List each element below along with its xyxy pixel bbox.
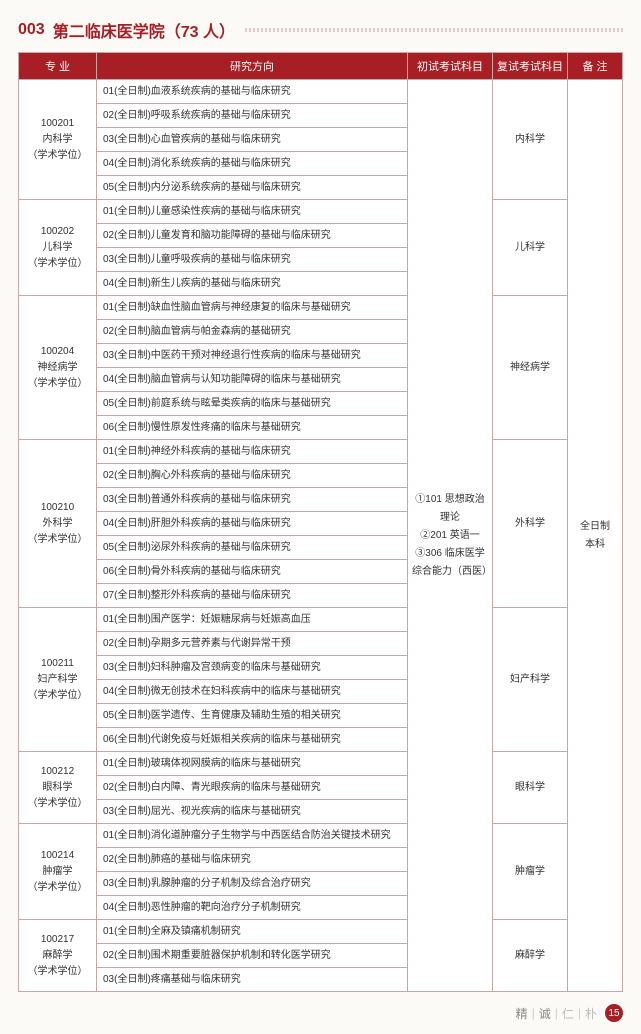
major-cell: 100204神经病学（学术学位） [19, 296, 97, 440]
table-row: 100212眼科学（学术学位）01(全日制)玻璃体视网膜病的临床与基础研究眼科学 [19, 752, 623, 776]
table-header-row: 专 业 研究方向 初试考试科目 复试考试科目 备 注 [19, 53, 623, 80]
direction-cell: 02(全日制)脑血管病与帕金森病的基础研究 [97, 320, 408, 344]
major-cell: 100214肿瘤学（学术学位） [19, 824, 97, 920]
direction-cell: 03(全日制)普通外科疾病的基础与临床研究 [97, 488, 408, 512]
exam2-cell: 内科学 [493, 80, 568, 200]
direction-cell: 03(全日制)妇科肿瘤及宫颈病变的临床与基础研究 [97, 656, 408, 680]
table-body: 100201内科学（学术学位）01(全日制)血液系统疾病的基础与临床研究①101… [19, 80, 623, 992]
major-cell: 100211妇产科学（学术学位） [19, 608, 97, 752]
direction-cell: 04(全日制)微无创技术在妇科疾病中的临床与基础研究 [97, 680, 408, 704]
direction-cell: 03(全日制)儿童呼吸疾病的基础与临床研究 [97, 248, 408, 272]
direction-cell: 02(全日制)围术期重要脏器保护机制和转化医学研究 [97, 944, 408, 968]
major-cell: 100202儿科学（学术学位） [19, 200, 97, 296]
table-row: 100210外科学（学术学位）01(全日制)神经外科疾病的基础与临床研究外科学 [19, 440, 623, 464]
direction-cell: 05(全日制)泌尿外科疾病的基础与临床研究 [97, 536, 408, 560]
exam2-cell: 神经病学 [493, 296, 568, 440]
footer-word: 仁 [562, 1005, 574, 1022]
th-major: 专 业 [19, 53, 97, 80]
th-exam2: 复试考试科目 [493, 53, 568, 80]
direction-cell: 05(全日制)内分泌系统疾病的基础与临床研究 [97, 176, 408, 200]
exam2-cell: 外科学 [493, 440, 568, 608]
direction-cell: 04(全日制)恶性肿瘤的靶向治疗分子机制研究 [97, 896, 408, 920]
direction-cell: 03(全日制)疼痛基础与临床研究 [97, 968, 408, 992]
direction-cell: 02(全日制)胸心外科疾病的基础与临床研究 [97, 464, 408, 488]
footer-word: 诚 [539, 1005, 551, 1022]
direction-cell: 06(全日制)慢性原发性疼痛的临床与基础研究 [97, 416, 408, 440]
direction-cell: 07(全日制)整形外科疾病的基础与临床研究 [97, 584, 408, 608]
exam1-cell: ①101 思想政治理论②201 英语一③306 临床医学综合能力（西医） [408, 80, 493, 992]
title-code: 003 [18, 21, 45, 39]
th-direction: 研究方向 [97, 53, 408, 80]
exam2-cell: 儿科学 [493, 200, 568, 296]
footer-sep: | [555, 1006, 558, 1020]
direction-cell: 06(全日制)代谢免疫与妊娠相关疾病的临床与基础研究 [97, 728, 408, 752]
table-row: 100204神经病学（学术学位）01(全日制)缺血性脑血管病与神经康复的临床与基… [19, 296, 623, 320]
direction-cell: 01(全日制)儿童感染性疾病的基础与临床研究 [97, 200, 408, 224]
page: 003 第二临床医学院（73 人） 专 业 研究方向 初试考试科目 复试考试科目… [0, 0, 641, 1034]
table-row: 100214肿瘤学（学术学位）01(全日制)消化道肿瘤分子生物学与中西医结合防治… [19, 824, 623, 848]
direction-cell: 04(全日制)消化系统疾病的基础与临床研究 [97, 152, 408, 176]
direction-cell: 01(全日制)全麻及镇痛机制研究 [97, 920, 408, 944]
th-exam1: 初试考试科目 [408, 53, 493, 80]
direction-cell: 04(全日制)肝胆外科疾病的基础与临床研究 [97, 512, 408, 536]
footer-sep: | [578, 1006, 581, 1020]
footer-word: 朴 [585, 1005, 597, 1022]
direction-cell: 01(全日制)围产医学：妊娠糖尿病与妊娠高血压 [97, 608, 408, 632]
program-table: 专 业 研究方向 初试考试科目 复试考试科目 备 注 100201内科学（学术学… [18, 52, 623, 992]
direction-cell: 01(全日制)血液系统疾病的基础与临床研究 [97, 80, 408, 104]
direction-cell: 03(全日制)屈光、视光疾病的临床与基础研究 [97, 800, 408, 824]
major-cell: 100210外科学（学术学位） [19, 440, 97, 608]
direction-cell: 05(全日制)前庭系统与眩晕类疾病的临床与基础研究 [97, 392, 408, 416]
direction-cell: 03(全日制)心血管疾病的基础与临床研究 [97, 128, 408, 152]
direction-cell: 01(全日制)缺血性脑血管病与神经康复的临床与基础研究 [97, 296, 408, 320]
major-cell: 100212眼科学（学术学位） [19, 752, 97, 824]
direction-cell: 04(全日制)脑血管病与认知功能障碍的临床与基础研究 [97, 368, 408, 392]
table-row: 100211妇产科学（学术学位）01(全日制)围产医学：妊娠糖尿病与妊娠高血压妇… [19, 608, 623, 632]
exam2-cell: 眼科学 [493, 752, 568, 824]
table-row: 100201内科学（学术学位）01(全日制)血液系统疾病的基础与临床研究①101… [19, 80, 623, 104]
direction-cell: 01(全日制)玻璃体视网膜病的临床与基础研究 [97, 752, 408, 776]
major-cell: 100201内科学（学术学位） [19, 80, 97, 200]
direction-cell: 02(全日制)儿童发育和脑功能障碍的基础与临床研究 [97, 224, 408, 248]
title-text: 第二临床医学院（73 人） [53, 18, 235, 42]
direction-cell: 05(全日制)医学遗传、生育健康及辅助生殖的相关研究 [97, 704, 408, 728]
title-row: 003 第二临床医学院（73 人） [18, 18, 623, 42]
direction-cell: 02(全日制)呼吸系统疾病的基础与临床研究 [97, 104, 408, 128]
direction-cell: 03(全日制)中医药干预对神经退行性疾病的临床与基础研究 [97, 344, 408, 368]
direction-cell: 01(全日制)神经外科疾病的基础与临床研究 [97, 440, 408, 464]
table-row: 100217麻醉学（学术学位）01(全日制)全麻及镇痛机制研究麻醉学 [19, 920, 623, 944]
remark-cell: 全日制本科 [568, 80, 623, 992]
direction-cell: 02(全日制)孕期多元营养素与代谢异常干预 [97, 632, 408, 656]
exam2-cell: 妇产科学 [493, 608, 568, 752]
direction-cell: 01(全日制)消化道肿瘤分子生物学与中西医结合防治关键技术研究 [97, 824, 408, 848]
footer-word: 精 [516, 1005, 528, 1022]
direction-cell: 06(全日制)骨外科疾病的基础与临床研究 [97, 560, 408, 584]
title-dots [245, 28, 623, 32]
direction-cell: 02(全日制)白内障、青光眼疾病的临床与基础研究 [97, 776, 408, 800]
direction-cell: 04(全日制)新生儿疾病的基础与临床研究 [97, 272, 408, 296]
footer: 精 | 诚 | 仁 | 朴 15 [18, 1004, 623, 1022]
th-remark: 备 注 [568, 53, 623, 80]
major-cell: 100217麻醉学（学术学位） [19, 920, 97, 992]
page-number: 15 [605, 1004, 623, 1022]
exam2-cell: 麻醉学 [493, 920, 568, 992]
exam2-cell: 肿瘤学 [493, 824, 568, 920]
direction-cell: 03(全日制)乳腺肿瘤的分子机制及综合治疗研究 [97, 872, 408, 896]
table-row: 100202儿科学（学术学位）01(全日制)儿童感染性疾病的基础与临床研究儿科学 [19, 200, 623, 224]
direction-cell: 02(全日制)肺癌的基础与临床研究 [97, 848, 408, 872]
footer-sep: | [532, 1006, 535, 1020]
